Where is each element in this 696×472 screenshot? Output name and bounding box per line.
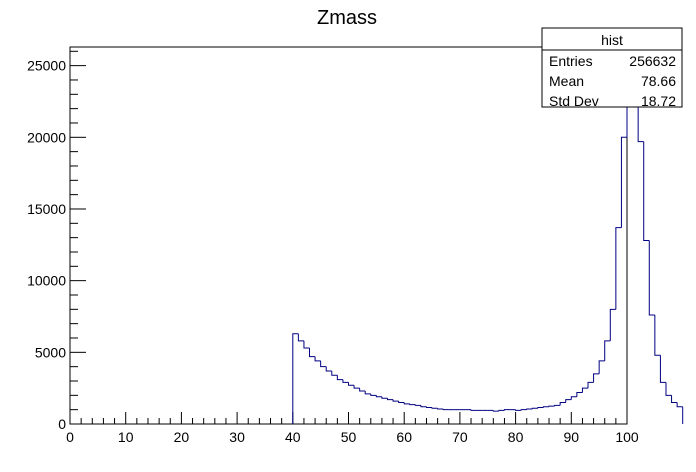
histogram-bin — [409, 403, 416, 406]
histogram-bin — [398, 401, 405, 403]
x-tick-label: 60 — [396, 429, 412, 445]
histogram-bin — [420, 405, 427, 408]
histogram-bin — [559, 401, 566, 406]
stats-row-value: 78.66 — [641, 73, 676, 89]
histogram-bin — [676, 402, 683, 408]
x-tick-label: 80 — [508, 429, 524, 445]
histogram-bin — [671, 395, 678, 403]
stats-row-label: Entries — [549, 53, 593, 69]
stats-box-title: hist — [601, 32, 623, 48]
histogram-series — [292, 46, 684, 424]
y-tick-label: 10000 — [27, 273, 66, 289]
histogram-bin — [303, 340, 310, 349]
histogram-bin — [442, 408, 449, 411]
histogram-bin — [554, 404, 561, 407]
histogram-bin — [359, 388, 366, 392]
histogram-bin — [309, 348, 316, 358]
chart-title: Zmass — [317, 7, 377, 29]
stats-row-label: Mean — [549, 73, 584, 89]
histogram-bin — [537, 407, 544, 409]
histogram-bin — [336, 375, 343, 381]
histogram-bin — [403, 402, 410, 405]
histogram-bin — [297, 333, 304, 342]
histogram-bin — [615, 227, 622, 310]
histogram-bin — [314, 356, 321, 362]
histogram-bin — [526, 408, 533, 410]
histogram-bin — [548, 405, 555, 407]
histogram-bin — [364, 391, 371, 395]
stats-box: hist Entries 256632 Mean 78.66 Std Dev 18.72 — [541, 27, 683, 109]
histogram-bin — [498, 409, 505, 412]
x-tick-label: 20 — [174, 429, 190, 445]
histogram-bin — [431, 407, 438, 409]
histogram-bin — [659, 355, 666, 383]
histogram-bin — [542, 406, 550, 408]
histogram-bin — [414, 404, 421, 406]
x-tick-label: 50 — [341, 429, 357, 445]
stats-box-rows: Entries 256632 Mean 78.66 Std Dev 18.72 — [549, 53, 676, 109]
histogram-bin — [348, 382, 355, 386]
x-tick-label: 90 — [564, 429, 580, 445]
histogram-bin — [375, 395, 382, 398]
axes: 0 10 20 30 40 50 60 70 80 90 100 0 5000 10000 15000 200… — [27, 46, 639, 445]
histogram-bin — [437, 408, 444, 410]
stats-row-label: Std Dev — [549, 93, 599, 109]
histogram-bin — [370, 393, 377, 396]
histogram-bin — [643, 141, 650, 242]
x-tick-label: 40 — [285, 429, 301, 445]
histogram-bin — [604, 340, 611, 361]
histogram-bin — [331, 370, 338, 376]
y-tick-label: 0 — [58, 416, 66, 432]
histogram-bin — [392, 399, 399, 402]
y-tick-label: 5000 — [35, 344, 66, 360]
histogram-bin — [342, 379, 349, 383]
y-tick-label: 20000 — [27, 129, 66, 145]
histogram-bin — [593, 373, 600, 383]
histogram-bin — [386, 398, 394, 401]
y-tick-label: 25000 — [27, 58, 66, 74]
histogram-bin — [503, 409, 511, 411]
histogram-bin — [425, 406, 433, 409]
histogram-bin — [353, 385, 360, 389]
x-tick-label: 100 — [615, 429, 639, 445]
x-tick-label: 10 — [118, 429, 134, 445]
stats-box-frame — [541, 27, 683, 108]
histogram-bin — [620, 136, 627, 228]
histogram-bin — [515, 409, 522, 411]
y-tick-label: 15000 — [27, 201, 66, 217]
histogram-bin — [531, 407, 538, 409]
histogram-bin — [587, 381, 594, 389]
histogram-bin — [325, 366, 332, 372]
histogram-bin — [292, 333, 299, 424]
histogram-bin — [570, 396, 577, 400]
stats-row-value: 256632 — [629, 53, 676, 69]
histogram-bin — [654, 315, 661, 356]
histogram-bin — [609, 308, 616, 341]
histogram-bin — [520, 409, 527, 411]
histogram-bin — [576, 391, 583, 397]
x-tick-label: 30 — [229, 429, 245, 445]
stats-row-value: 18.72 — [641, 93, 676, 109]
x-tick-label: 70 — [452, 429, 468, 445]
histogram-bin — [320, 360, 327, 368]
histogram-bin — [381, 396, 388, 399]
histogram-bin — [665, 382, 672, 396]
histogram-bin — [492, 410, 499, 412]
histogram-bin — [598, 360, 605, 374]
histogram-bin — [565, 399, 572, 403]
x-tick-label: 0 — [66, 429, 74, 445]
histogram-bin — [581, 387, 589, 393]
histogram-bin — [470, 409, 477, 411]
histogram-bin — [648, 240, 655, 316]
